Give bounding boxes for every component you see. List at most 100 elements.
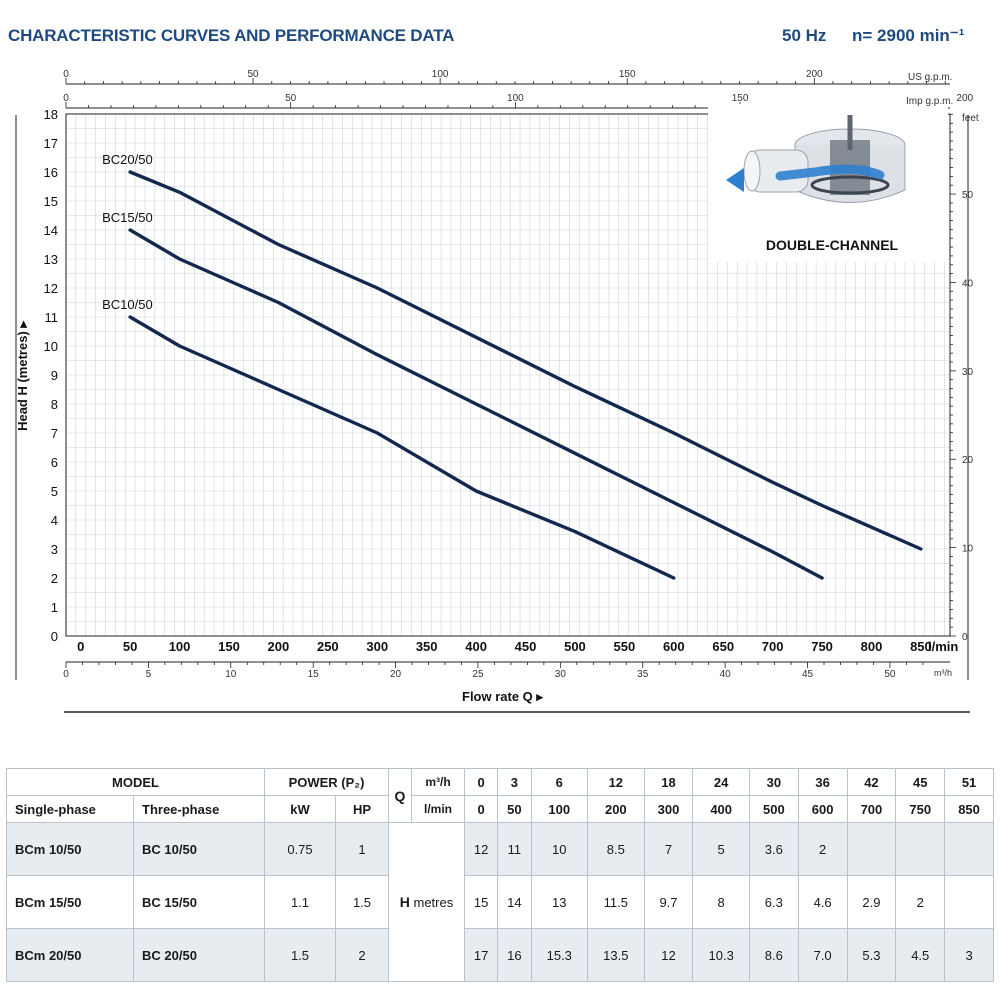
speed-label: n= 2900 min⁻¹	[852, 26, 965, 45]
q-m3h-8: 42	[846, 768, 897, 796]
h-cell: 12	[643, 928, 694, 982]
table-header-row-1: MODEL POWER (P₂) Q m³/h 0 3 6 12 18 24 3…	[6, 768, 994, 823]
h-cell: 11.5	[587, 875, 645, 929]
q-lmin-3: 200	[587, 795, 645, 823]
double-channel-inset: DOUBLE-CHANNEL	[708, 104, 948, 262]
q-lmin-9: 750	[895, 795, 946, 823]
x-tick-label: 50	[123, 639, 137, 654]
h-cell	[846, 822, 897, 876]
us-gpm-tick-label: 50	[248, 69, 260, 80]
h-cell: 16	[497, 928, 532, 982]
q-m3h-0: 0	[463, 768, 499, 796]
q-lmin-4: 300	[643, 795, 694, 823]
imp-gpm-tick-label: 50	[285, 93, 297, 104]
h-cell: 13.5	[587, 928, 645, 982]
us-gpm-tick-label: 0	[63, 69, 69, 80]
m3h-tick-label: 20	[390, 669, 402, 680]
h-metres-label: H metres	[388, 822, 465, 982]
x-tick-label: 150	[218, 639, 240, 654]
chart-grid	[65, 113, 950, 637]
lmin-unit: l/min	[411, 795, 465, 823]
h-cell: 10.3	[692, 928, 750, 982]
h-cell: 13	[530, 875, 589, 929]
h-cell: 11	[497, 822, 532, 876]
imp-gpm-unit-label: Imp g.p.m.	[906, 96, 953, 107]
y-tick-label: 9	[51, 368, 58, 383]
x-unit-label: l/min	[928, 639, 958, 654]
q-m3h-2: 6	[530, 768, 589, 796]
single-phase-cell: BCm 10/50	[6, 822, 134, 876]
series-line-bc10-50	[128, 315, 676, 580]
x-tick-label: 550	[614, 639, 636, 654]
feet-tick-label: 40	[962, 278, 974, 289]
h-cell: 14	[497, 875, 532, 929]
plot-frame	[65, 113, 951, 637]
m3h-tick-label: 45	[802, 669, 814, 680]
x-tick-label: 400	[465, 639, 487, 654]
q-m3h-9: 45	[895, 768, 946, 796]
x-tick-label: 200	[268, 639, 290, 654]
y-tick-label: 14	[44, 223, 58, 238]
x-tick-label: 250	[317, 639, 339, 654]
us-gpm-tick-label: 150	[619, 69, 636, 80]
metres-label: metres	[413, 895, 454, 910]
m3h-tick-label: 35	[637, 669, 649, 680]
q-m3h-7: 36	[797, 768, 848, 796]
q-lmin-1: 50	[497, 795, 532, 823]
y-tick-label: 16	[44, 165, 58, 180]
h-cell: 17	[463, 928, 499, 982]
three-phase-cell: BC 15/50	[133, 875, 265, 929]
y-tick-label: 2	[51, 571, 58, 586]
m3h-tick-label: 5	[146, 669, 152, 680]
y-tick-label: 11	[45, 310, 59, 325]
three-phase-cell: BC 10/50	[133, 822, 265, 876]
kw-cell: 1.1	[264, 875, 336, 929]
h-cell: 5.3	[846, 928, 897, 982]
h-cell: 12	[463, 822, 499, 876]
x-tick-label: 450	[515, 639, 537, 654]
q-m3h-1: 3	[497, 768, 532, 796]
y-axis-label: Head H (metres) ▸	[15, 320, 30, 431]
h-cell: 6.3	[748, 875, 799, 929]
y-tick-label: 5	[51, 484, 58, 499]
power-header: POWER (P₂)	[264, 768, 389, 796]
table-row: BCm 10/50 BC 10/50 0.75 1 H metres 12 11…	[6, 822, 994, 982]
h-cell: 8.6	[748, 928, 799, 982]
series-line-bc20-50	[128, 170, 923, 551]
series-label: BC20/50	[102, 152, 153, 167]
pump-curve-chart: DOUBLE-CHANNEL 0123456789101112131415161…	[15, 69, 979, 713]
series-label: BC15/50	[102, 210, 153, 225]
h-cell: 8.5	[587, 822, 645, 876]
series-line-bc15-50	[128, 228, 824, 580]
three-phase-header: Three-phase	[133, 795, 265, 823]
h-cell	[944, 875, 994, 929]
feet-tick-label: 30	[962, 367, 974, 378]
q-m3h-6: 30	[748, 768, 799, 796]
y-tick-label: 0	[51, 629, 58, 644]
hp-header: HP	[335, 795, 389, 823]
x-tick-label: 700	[762, 639, 784, 654]
chart-series	[128, 170, 923, 580]
h-cell: 10	[530, 822, 589, 876]
hp-cell: 2	[335, 928, 389, 982]
y-tick-label: 15	[44, 194, 58, 209]
kw-cell: 1.5	[264, 928, 336, 982]
imp-gpm-tick-label: 0	[63, 93, 69, 104]
table-row: BCm 15/50 BC 15/50 1.1 1.5 15 14 13 11.5…	[6, 875, 994, 929]
y-tick-label: 8	[51, 397, 58, 412]
x-tick-label: 650	[712, 639, 734, 654]
x-tick-label: 600	[663, 639, 685, 654]
h-cell: 15	[463, 875, 499, 929]
q-header: Q	[388, 768, 412, 823]
q-m3h-4: 18	[643, 768, 694, 796]
y-tick-label: 17	[44, 136, 58, 151]
h-cell: 2	[895, 875, 946, 929]
y-tick-label: 13	[44, 252, 58, 267]
single-phase-header: Single-phase	[6, 795, 134, 823]
h-cell: 7.0	[797, 928, 848, 982]
x-tick-label: 800	[861, 639, 883, 654]
feet-tick-label: 10	[962, 544, 974, 555]
flow-arrow-icon	[775, 164, 885, 181]
x-tick-label: 350	[416, 639, 438, 654]
